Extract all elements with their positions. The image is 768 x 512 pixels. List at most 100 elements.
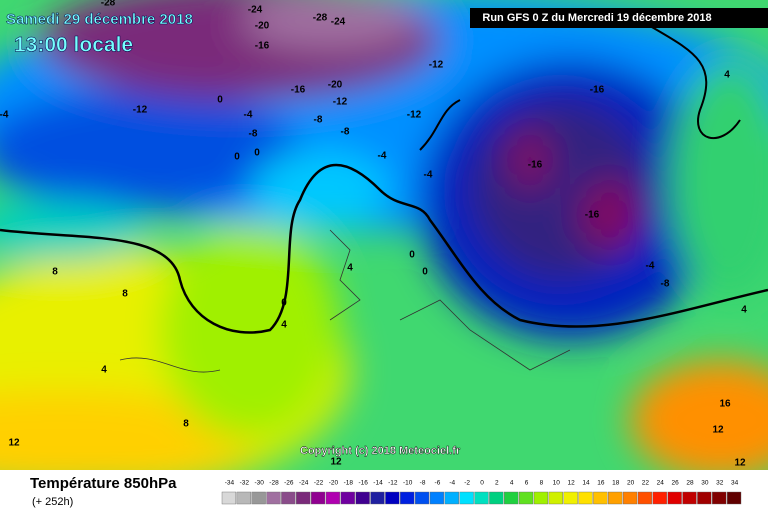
- scale-label: -28: [269, 480, 279, 487]
- contour-label: -28: [313, 13, 328, 24]
- contour-label: -4: [646, 261, 655, 272]
- contour-label: -12: [333, 97, 348, 108]
- footer-title: Température 850hPa: [30, 475, 177, 492]
- contour-label: -24: [331, 17, 346, 28]
- scale-swatch: [385, 491, 400, 505]
- scale-swatch: [370, 491, 385, 505]
- scale-label: -22: [314, 480, 324, 487]
- scale-swatch: [652, 491, 667, 505]
- scale-swatch: [355, 491, 370, 505]
- scale-swatch: [518, 491, 534, 505]
- contour-label: 4: [724, 70, 730, 81]
- scale-swatch: [221, 491, 237, 505]
- scale-swatch: [236, 491, 251, 505]
- scale-label: -20: [329, 480, 339, 487]
- contour-label: -12: [133, 105, 148, 116]
- contour-label: 8: [183, 419, 189, 430]
- scale-label: 34: [731, 480, 739, 487]
- contour-label: 0: [281, 298, 287, 309]
- scale-label: -2: [464, 480, 470, 487]
- contour-label: -8: [249, 129, 258, 140]
- scale-swatch: [281, 491, 296, 505]
- scale-swatch: [251, 491, 266, 505]
- scale-label: 0: [480, 480, 484, 487]
- contour-label: -4: [424, 170, 433, 181]
- scale-swatch: [266, 491, 281, 505]
- copyright: Copyright (c) 2018 Meteociel.fr: [300, 445, 461, 457]
- contour-label: 12: [712, 425, 724, 436]
- contour-label: -8: [314, 115, 323, 126]
- scale-swatch: [325, 491, 341, 505]
- scale-label: 4: [510, 480, 514, 487]
- contour-label: -16: [291, 85, 306, 96]
- contour-label: -28: [101, 0, 116, 9]
- scale-label: -14: [373, 480, 383, 487]
- scale-swatch: [697, 491, 712, 505]
- scale-label: 14: [582, 480, 590, 487]
- contour-label: 8: [122, 289, 128, 300]
- contour-label: 12: [8, 438, 20, 449]
- contour-label: 0: [254, 148, 260, 159]
- scale-label: -32: [240, 480, 250, 487]
- scale-swatch: [310, 491, 326, 505]
- contour-label: 12: [330, 457, 342, 468]
- scale-label: -10: [403, 480, 413, 487]
- contour-labels: -28-24-20-28 -24-16-12-12-16 -20-12-8-8-40…: [0, 0, 747, 469]
- contour-label: 0: [234, 152, 240, 163]
- scale-swatch: [637, 491, 653, 505]
- contour-label: 4: [347, 263, 353, 274]
- scale-label: -4: [449, 480, 455, 487]
- scale-swatch: [608, 491, 623, 505]
- contour-label: 4: [101, 365, 107, 376]
- contour-label: -12: [407, 110, 422, 121]
- scale-label: -34: [225, 480, 235, 487]
- contour-label: -20: [328, 80, 343, 91]
- scale-swatch: [400, 491, 415, 505]
- scale-swatch: [548, 491, 563, 505]
- contour-label: 0: [217, 95, 223, 106]
- scale-swatch: [444, 491, 459, 505]
- contour-label: -4: [0, 110, 9, 121]
- scale-label: -6: [435, 480, 441, 487]
- scale-label: 24: [657, 480, 665, 487]
- scale-label: 32: [716, 480, 724, 487]
- run-banner: [470, 8, 768, 28]
- contour-label: 4: [741, 305, 747, 316]
- scale-swatch: [296, 491, 311, 505]
- color-scale: -34 -32 -30 -28 -26 -24 -22 -20 -18 -16 -14 -12 -10-…: [221, 480, 742, 505]
- run-info: Run GFS 0 Z du Mercredi 19 décembre 2018: [482, 12, 711, 24]
- contour-label: 0: [422, 267, 428, 278]
- scale-swatch: [578, 491, 593, 505]
- scale-swatch: [533, 491, 549, 505]
- scale-swatch: [682, 491, 697, 505]
- contour-label: 8: [52, 267, 58, 278]
- scale-swatch: [622, 491, 638, 505]
- scale-label: 22: [642, 480, 650, 487]
- scale-swatch: [459, 491, 474, 505]
- scale-label: -24: [299, 480, 309, 487]
- scale-label: 20: [627, 480, 635, 487]
- contour-label: -16: [585, 210, 600, 221]
- scale-swatch: [667, 491, 682, 505]
- contour-label: 12: [734, 458, 746, 469]
- scale-swatch: [504, 491, 519, 505]
- scale-swatch: [712, 491, 727, 505]
- scale-label: 12: [568, 480, 576, 487]
- scale-swatch: [563, 491, 578, 505]
- scale-label: 16: [597, 480, 605, 487]
- lead-time: (+ 252h): [32, 496, 73, 508]
- scale-label: 8: [540, 480, 544, 487]
- contour-label: -8: [341, 127, 350, 138]
- scale-label: 30: [701, 480, 709, 487]
- map-field: [0, 0, 768, 490]
- scale-label: -18: [344, 480, 354, 487]
- contour-label: 16: [719, 399, 731, 410]
- contour-label: 4: [281, 320, 287, 331]
- contour-label: -16: [255, 41, 270, 52]
- contour-label: 0: [409, 250, 415, 261]
- scale-label: 26: [672, 480, 680, 487]
- contour-label: -4: [244, 110, 253, 121]
- forecast-time: 13:00 locale: [14, 34, 133, 57]
